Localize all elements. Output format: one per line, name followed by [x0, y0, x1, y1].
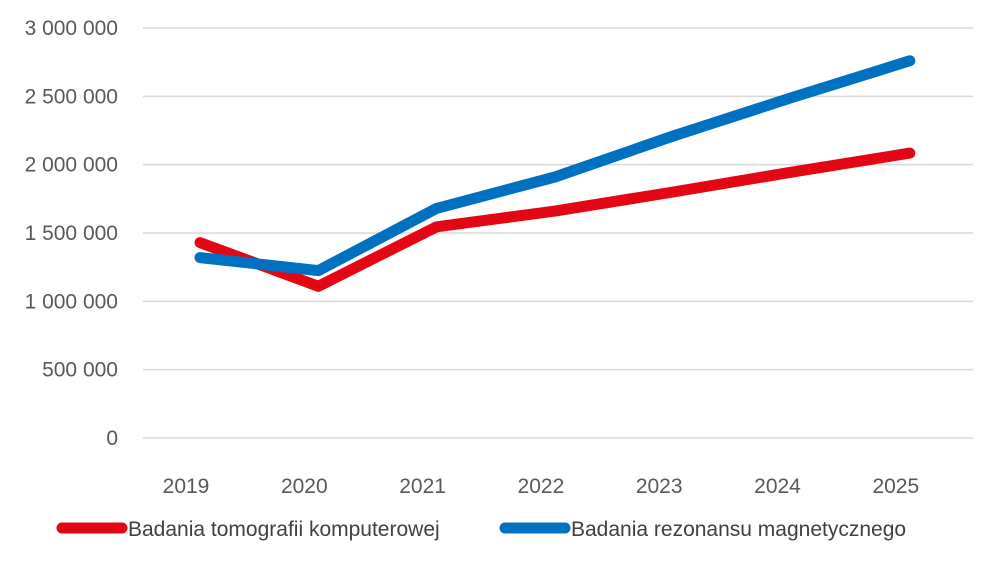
data-point [436, 226, 438, 228]
data-point [672, 191, 674, 193]
y-tick-label: 500 000 [42, 359, 118, 382]
data-point [791, 171, 792, 173]
x-tick-label: 2021 [399, 475, 446, 498]
data-point [317, 285, 319, 287]
y-axis-ticks: 0 500 000 1 000 000 1 500 000 2 000 000 2 500… [25, 17, 118, 450]
x-tick-label: 2019 [163, 475, 210, 498]
y-tick-label: 2 500 000 [25, 85, 118, 108]
legend-label-mri: Badania rezonansu magnetycznego [571, 518, 906, 541]
x-axis-ticks: 2019 2020 2021 2022 2023 2024 2025 [163, 475, 920, 498]
x-tick-label: 2023 [636, 475, 683, 498]
x-tick-label: 2022 [518, 475, 565, 498]
x-tick-label: 2020 [281, 475, 328, 498]
series-lines [194, 55, 916, 292]
data-point [909, 60, 911, 62]
data-point [791, 97, 792, 99]
gridlines [143, 27, 973, 439]
data-point [199, 242, 201, 244]
y-tick-label: 1 000 000 [25, 290, 118, 313]
data-point [909, 152, 911, 154]
y-tick-label: 0 [106, 427, 118, 450]
x-tick-label: 2024 [754, 475, 801, 498]
x-tick-label: 2025 [872, 475, 919, 498]
data-point [317, 270, 319, 272]
data-point [554, 210, 556, 212]
data-point [554, 176, 556, 178]
y-tick-label: 2 000 000 [25, 154, 118, 177]
data-point [199, 257, 201, 259]
y-tick-label: 3 000 000 [25, 17, 118, 40]
legend-label-ct: Badania tomografii komputerowej [128, 518, 440, 541]
data-point [436, 207, 438, 209]
y-tick-label: 1 500 000 [25, 222, 118, 245]
legend: Badania tomografii komputerowej Badania … [56, 518, 906, 541]
data-point [672, 135, 674, 137]
